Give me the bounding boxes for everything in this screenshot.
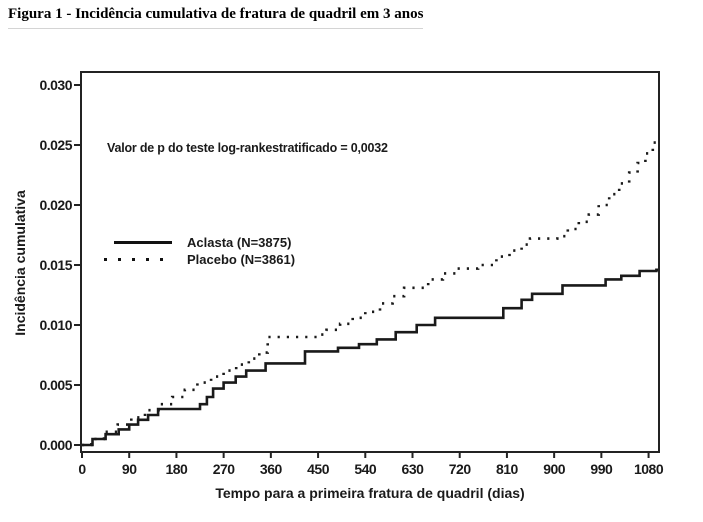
x-tick-label-180: 180 bbox=[165, 461, 188, 477]
y-tick-label-0.000: 0.000 bbox=[39, 437, 72, 453]
x-tick-label-990: 990 bbox=[590, 461, 613, 477]
y-tick-label-0.015: 0.015 bbox=[39, 257, 72, 273]
y-tick-label-0.020: 0.020 bbox=[39, 197, 72, 213]
legend-label-aclasta: Aclasta (N=3875) bbox=[187, 235, 292, 250]
x-tick-label-630: 630 bbox=[401, 461, 424, 477]
placebo-curve bbox=[82, 141, 658, 447]
x-tick-label-1080: 1080 bbox=[633, 461, 664, 477]
x-tick-label-720: 720 bbox=[448, 461, 471, 477]
y-tick-label-0.030: 0.030 bbox=[39, 77, 72, 93]
figure-title: Figura 1 - Incidência cumulativa de frat… bbox=[8, 6, 424, 29]
y-tick-label-0.025: 0.025 bbox=[39, 137, 72, 153]
y-tick-label-0.010: 0.010 bbox=[39, 317, 72, 333]
p-value-annotation: Valor de p do teste log-rankestratificad… bbox=[107, 141, 388, 155]
legend-label-placebo: Placebo (N=3861) bbox=[187, 252, 296, 267]
x-tick-label-360: 360 bbox=[259, 461, 282, 477]
x-tick-label-810: 810 bbox=[495, 461, 518, 477]
x-tick-label-270: 270 bbox=[212, 461, 235, 477]
y-tick-label-0.005: 0.005 bbox=[39, 377, 72, 393]
x-tick-label-540: 540 bbox=[354, 461, 377, 477]
aclasta-line-sample bbox=[114, 241, 172, 244]
placebo-line-sample bbox=[104, 258, 172, 261]
x-tick-label-900: 900 bbox=[543, 461, 566, 477]
plot-border bbox=[80, 71, 660, 453]
x-tick-label-90: 90 bbox=[121, 461, 137, 477]
x-tick-label-0: 0 bbox=[78, 461, 86, 477]
x-tick-label-450: 450 bbox=[307, 461, 329, 477]
x-axis-title: Tempo para a primeira fratura de quadril… bbox=[215, 485, 525, 501]
aclasta-curve bbox=[82, 268, 658, 447]
